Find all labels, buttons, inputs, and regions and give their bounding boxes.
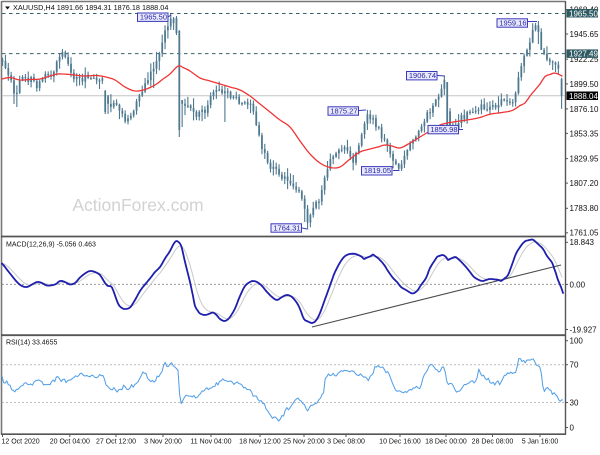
svg-text:1819.05: 1819.05 bbox=[364, 166, 391, 175]
svg-text:1906.74: 1906.74 bbox=[409, 71, 436, 80]
svg-text:1761.05: 1761.05 bbox=[570, 229, 599, 238]
svg-text:1856.98: 1856.98 bbox=[430, 125, 457, 134]
svg-text:3 Nov 20:00: 3 Nov 20:00 bbox=[144, 438, 182, 445]
svg-text:3 Dec 08:00: 3 Dec 08:00 bbox=[327, 438, 365, 445]
svg-text:70: 70 bbox=[570, 361, 579, 370]
svg-text:1965.50: 1965.50 bbox=[140, 13, 167, 22]
svg-text:ActionForex.com: ActionForex.com bbox=[72, 195, 203, 215]
svg-text:1927.49: 1927.49 bbox=[569, 50, 598, 59]
svg-text:1807.20: 1807.20 bbox=[570, 179, 599, 188]
svg-text:0.00: 0.00 bbox=[570, 280, 586, 289]
svg-text:18 Nov 12:00: 18 Nov 12:00 bbox=[239, 438, 281, 445]
svg-text:0: 0 bbox=[570, 423, 575, 432]
svg-text:1829.95: 1829.95 bbox=[570, 155, 599, 164]
svg-text:100: 100 bbox=[570, 337, 584, 346]
svg-text:-19.927: -19.927 bbox=[570, 325, 598, 334]
svg-text:1922.25: 1922.25 bbox=[570, 55, 599, 64]
svg-text:11 Nov 04:00: 11 Nov 04:00 bbox=[190, 438, 231, 445]
svg-text:1853.35: 1853.35 bbox=[570, 129, 599, 138]
svg-text:28 Dec 08:00: 28 Dec 08:00 bbox=[472, 438, 514, 445]
svg-text:1959.16: 1959.16 bbox=[499, 18, 526, 27]
svg-text:1764.31: 1764.31 bbox=[273, 223, 300, 232]
svg-text:18.843: 18.843 bbox=[570, 238, 595, 247]
svg-text:RSI(14) 33.4655: RSI(14) 33.4655 bbox=[6, 340, 57, 347]
svg-text:1888.04: 1888.04 bbox=[569, 92, 598, 101]
svg-text:1899.50: 1899.50 bbox=[570, 80, 599, 89]
svg-text:10 Dec 16:00: 10 Dec 16:00 bbox=[379, 438, 421, 445]
svg-text:25 Nov 20:00: 25 Nov 20:00 bbox=[283, 438, 325, 445]
svg-text:XAUUSD,H4 1891.66 1894.31 187: XAUUSD,H4 1891.66 1894.31 1876.18 1888.0… bbox=[13, 3, 168, 12]
svg-text:20 Oct 04:00: 20 Oct 04:00 bbox=[50, 438, 90, 445]
svg-text:5 Jan 16:00: 5 Jan 16:00 bbox=[522, 438, 559, 445]
svg-text:18 Dec 00:00: 18 Dec 00:00 bbox=[425, 438, 467, 445]
svg-text:1945.65: 1945.65 bbox=[570, 30, 599, 39]
svg-text:MACD(12,26,9) -5.056 0.463: MACD(12,26,9) -5.056 0.463 bbox=[6, 242, 96, 249]
svg-text:1875.27: 1875.27 bbox=[330, 106, 357, 115]
svg-text:1965.50: 1965.50 bbox=[569, 9, 598, 18]
svg-text:1876.10: 1876.10 bbox=[570, 105, 599, 114]
svg-text:30: 30 bbox=[570, 398, 579, 407]
svg-text:12 Oct 2020: 12 Oct 2020 bbox=[2, 438, 40, 445]
svg-text:27 Oct 12:00: 27 Oct 12:00 bbox=[96, 438, 136, 445]
svg-text:1783.80: 1783.80 bbox=[570, 204, 599, 213]
